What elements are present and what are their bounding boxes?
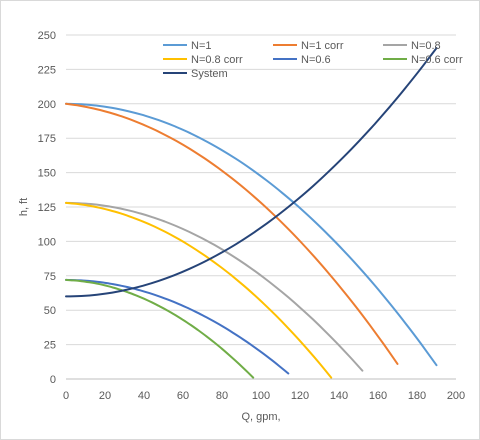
legend-label-system: System <box>191 68 228 80</box>
y-tick-label: 175 <box>38 133 56 145</box>
x-tick-label: 0 <box>63 390 69 402</box>
axes: 0 25 50 75 100 125 150 175 200 225 250 0 20 40 60 80 100… <box>38 30 466 402</box>
legend-label-n-0-6: N=0.6 <box>301 54 331 66</box>
y-tick-label: 25 <box>44 340 56 352</box>
y-tick-label: 125 <box>38 202 56 214</box>
x-tick-label: 100 <box>252 390 270 402</box>
series-line-n-1 <box>65 102 438 367</box>
series-line-system <box>65 47 438 298</box>
legend-label-n-1-corr: N=1 corr <box>301 40 344 52</box>
x-tick-label: 20 <box>99 390 111 402</box>
legend: N=1 N=1 corr N=0.8 N=0.8 corr N=0.6 N=0.6 cor… <box>163 40 463 80</box>
legend-label-n-0-8-corr: N=0.8 corr <box>191 54 243 66</box>
x-axis-title: Q, gpm, <box>241 411 280 423</box>
x-tick-label: 140 <box>330 390 348 402</box>
series-line-n-0-6 <box>65 278 290 375</box>
y-tick-label: 75 <box>44 271 56 283</box>
x-tick-label: 120 <box>291 390 309 402</box>
y-tick-label: 50 <box>44 305 56 317</box>
y-axis-title: h, ft <box>18 198 30 216</box>
x-tick-label: 60 <box>177 390 189 402</box>
legend-label-n-1: N=1 <box>191 40 212 52</box>
series-lines <box>65 47 438 379</box>
legend-label-n-0-6-corr: N=0.6 corr <box>411 54 463 66</box>
x-tick-label: 180 <box>408 390 426 402</box>
y-tick-label: 100 <box>38 236 56 248</box>
x-tick-label: 160 <box>369 390 387 402</box>
series-line-n-0-8 <box>65 201 364 372</box>
series-line-n-1-corr <box>65 102 399 365</box>
series-line-n-0-6-corr <box>65 278 255 379</box>
y-tick-label: 225 <box>38 64 56 76</box>
x-tick-label: 40 <box>138 390 150 402</box>
y-tick-label: 250 <box>38 30 56 42</box>
legend-label-n-0-8: N=0.8 <box>411 40 441 52</box>
x-tick-label: 200 <box>447 390 465 402</box>
gridlines <box>66 34 456 380</box>
y-tick-label: 0 <box>50 374 56 386</box>
y-tick-label: 150 <box>38 168 56 180</box>
series-line-n-0-8-corr <box>65 201 333 379</box>
y-tick-label: 200 <box>38 99 56 111</box>
x-tick-label: 80 <box>216 390 228 402</box>
